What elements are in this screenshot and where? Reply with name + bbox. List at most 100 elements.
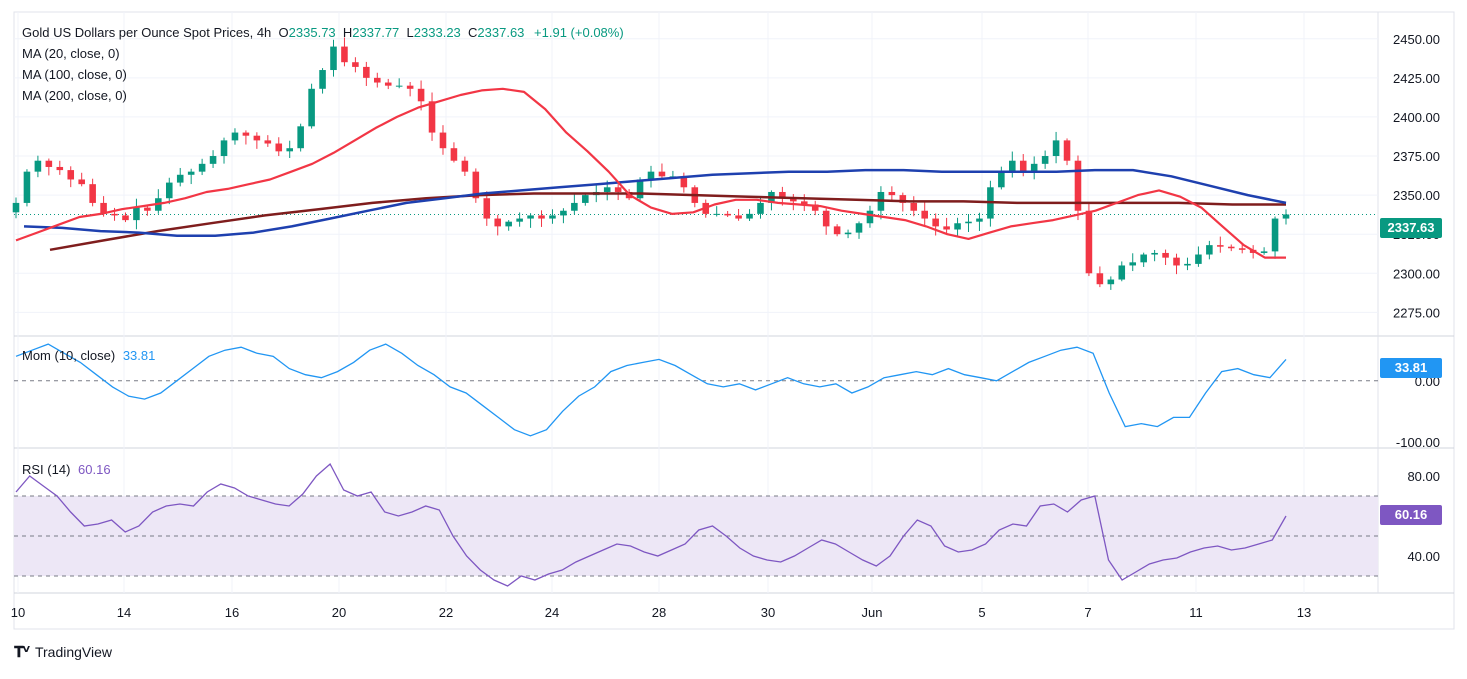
momentum-value-tag: 33.81 xyxy=(1380,358,1442,378)
x-tick-label: 14 xyxy=(117,605,131,620)
candle-body xyxy=(384,82,392,86)
chart-frame xyxy=(13,11,1455,630)
candle-body xyxy=(1227,246,1235,249)
y-tick-label: 2300.00 xyxy=(1393,266,1440,281)
rsi-legend[interactable]: RSI (14) 60.16 xyxy=(22,462,111,477)
candle-body xyxy=(538,215,545,219)
candle-body xyxy=(319,70,326,89)
candle-body xyxy=(1030,163,1038,172)
candle-body xyxy=(1140,254,1147,263)
ma200-legend[interactable]: MA (200, close, 0) xyxy=(22,88,127,103)
candle-body xyxy=(461,160,469,172)
candle-body xyxy=(275,143,283,152)
candle-body xyxy=(888,191,896,196)
ma20-legend[interactable]: MA (20, close, 0) xyxy=(22,46,120,61)
candle-body xyxy=(165,182,173,199)
candle-body xyxy=(735,215,742,219)
candle-body xyxy=(1074,160,1082,211)
candle-body xyxy=(297,126,304,149)
candle-body xyxy=(800,201,808,205)
candle-body xyxy=(921,210,928,219)
tradingview-brand[interactable]: 𝐓ⱽ TradingView xyxy=(14,643,112,661)
candle-body xyxy=(1282,214,1290,219)
x-tick-label: 7 xyxy=(1084,605,1091,620)
candle-body xyxy=(363,66,370,78)
candle-body xyxy=(1052,140,1060,157)
candle-body xyxy=(1063,140,1071,161)
last-price-tag: 2337.63 xyxy=(1380,218,1442,238)
candle-body xyxy=(417,88,425,102)
momentum-line xyxy=(15,343,1287,437)
candle-body xyxy=(779,191,786,199)
candle-body xyxy=(505,221,512,227)
candle-body xyxy=(647,171,655,180)
candle-body xyxy=(998,171,1005,188)
candle-body xyxy=(603,187,611,192)
x-tick-label: 10 xyxy=(11,605,25,620)
candle-body xyxy=(1206,245,1213,255)
rsi-value: 60.16 xyxy=(78,462,111,477)
candle-body xyxy=(352,62,359,67)
candle-body xyxy=(308,88,315,127)
candle-body xyxy=(264,140,272,144)
momentum-legend[interactable]: Mom (10, close) 33.81 xyxy=(22,348,155,363)
candle-body xyxy=(1009,160,1016,172)
candle-body xyxy=(187,171,195,175)
candle-body xyxy=(395,85,403,87)
momentum-tick-label: -100.00 xyxy=(1396,435,1440,450)
candle-body xyxy=(374,77,381,83)
x-tick-label: 30 xyxy=(761,605,775,620)
brand-name: TradingView xyxy=(34,644,113,660)
ohlc-low: L2333.23 xyxy=(406,25,461,40)
rsi-tick-label: 40.00 xyxy=(1407,549,1440,564)
y-tick-label: 2275.00 xyxy=(1393,305,1440,320)
candle-body xyxy=(549,215,556,219)
ma100-line xyxy=(23,168,1287,238)
candle-body xyxy=(571,202,578,211)
candle-body xyxy=(483,198,491,219)
ohlc-open: O2335.73 xyxy=(278,25,336,40)
candle-body xyxy=(976,218,983,222)
ohlc-high: H2337.77 xyxy=(342,25,400,40)
candle-body xyxy=(1019,160,1027,172)
candle-body xyxy=(1238,248,1246,250)
candle-body xyxy=(1096,273,1104,285)
candle-body xyxy=(1260,251,1268,253)
candle-body xyxy=(811,204,819,211)
ma200-line xyxy=(49,192,1286,252)
ma100-legend[interactable]: MA (100, close, 0) xyxy=(22,67,127,82)
candle-body xyxy=(790,198,797,202)
candle-body xyxy=(1162,252,1169,258)
candle-body xyxy=(1085,210,1093,274)
candle-body xyxy=(12,202,20,213)
candle-body xyxy=(1195,254,1202,264)
x-tick-label: 13 xyxy=(1297,605,1311,620)
rsi-value-tag: 60.16 xyxy=(1380,505,1442,525)
candle-body xyxy=(341,46,348,63)
candle-body xyxy=(1129,262,1137,266)
candle-body xyxy=(724,213,731,216)
candle-body xyxy=(122,215,129,221)
candle-body xyxy=(428,101,436,133)
y-tick-label: 2400.00 xyxy=(1393,110,1440,125)
candle-body xyxy=(636,179,644,199)
candle-body xyxy=(67,170,75,180)
candle-body xyxy=(658,171,666,177)
candle-body xyxy=(472,171,480,199)
candle-body xyxy=(757,202,764,214)
ma20-line xyxy=(15,87,1286,259)
candle-body xyxy=(494,218,502,227)
candle-body xyxy=(855,223,863,233)
ohlc-close: C2337.63 xyxy=(468,25,525,40)
rsi-label: RSI (14) xyxy=(22,462,71,477)
candle-body xyxy=(1271,218,1279,252)
candle-body xyxy=(1173,257,1180,266)
rsi-line xyxy=(15,462,1287,587)
candle-body xyxy=(253,135,261,141)
candle-body xyxy=(746,213,753,219)
candle-body xyxy=(242,132,250,136)
x-tick-label: 20 xyxy=(332,605,346,620)
candle-body xyxy=(866,210,874,224)
